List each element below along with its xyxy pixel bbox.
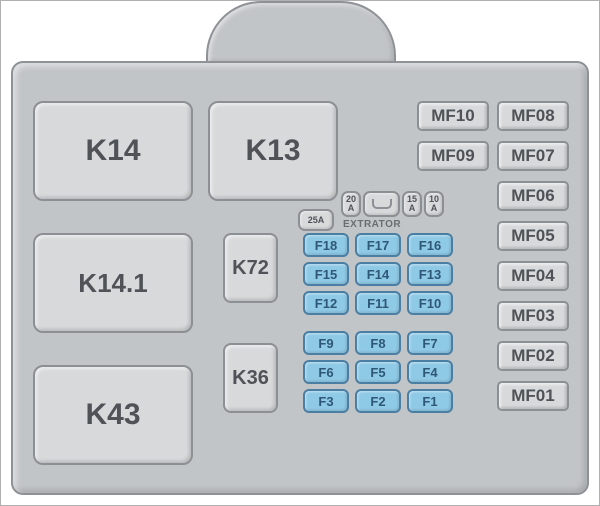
mf-slot-mf08: MF08 (497, 101, 569, 131)
mf-slot-mf01: MF01 (497, 381, 569, 411)
amp-25a: 25A (298, 209, 334, 231)
fuse-f8: F8 (355, 331, 401, 355)
relay-k14-1: K14.1 (33, 233, 193, 333)
fuse-f11: F11 (355, 291, 401, 315)
fuse-f1: F1 (407, 389, 453, 413)
relay-k14: K14 (33, 101, 193, 201)
fuse-f16: F16 (407, 233, 453, 257)
fuse-grid: F18F17F16F15F14F13F12F11F10F9F8F7F6F5F4F… (303, 233, 453, 413)
fuse-f12: F12 (303, 291, 349, 315)
mf-slot-mf10: MF10 (417, 101, 489, 131)
fuse-gap (303, 320, 453, 326)
fuse-f15: F15 (303, 262, 349, 286)
fuse-f3: F3 (303, 389, 349, 413)
fuse-f10: F10 (407, 291, 453, 315)
mf-slot-mf02: MF02 (497, 341, 569, 371)
fuse-box-canvas: K14 K13 K14.1 K43 K72 K36 MF10 MF09 MF08 MF… (0, 0, 600, 506)
extrator-slot (363, 191, 400, 217)
fuse-f14: F14 (355, 262, 401, 286)
fuse-f5: F5 (355, 360, 401, 384)
fuse-f4: F4 (407, 360, 453, 384)
fuse-f6: F6 (303, 360, 349, 384)
relay-k36: K36 (223, 343, 278, 413)
fuse-f2: F2 (355, 389, 401, 413)
mf-slot-mf05: MF05 (497, 221, 569, 251)
fuse-f18: F18 (303, 233, 349, 257)
extrator-label: EXTRATOR (343, 219, 401, 230)
mf-slot-mf07: MF07 (497, 141, 569, 171)
amp-10a: 10 A (424, 191, 444, 217)
panel-tab (206, 1, 396, 63)
relay-k43: K43 (33, 365, 193, 465)
mf-slot-mf09: MF09 (417, 141, 489, 171)
fuse-f13: F13 (407, 262, 453, 286)
mf-slot-mf04: MF04 (497, 261, 569, 291)
mf-slot-mf06: MF06 (497, 181, 569, 211)
fuse-f9: F9 (303, 331, 349, 355)
fuse-f7: F7 (407, 331, 453, 355)
mf-slot-mf03: MF03 (497, 301, 569, 331)
amp-20a: 20 A (341, 191, 361, 217)
relay-k72: K72 (223, 233, 278, 303)
relay-k13: K13 (208, 101, 338, 201)
fuse-f17: F17 (355, 233, 401, 257)
fuse-box-panel: K14 K13 K14.1 K43 K72 K36 MF10 MF09 MF08 MF… (11, 61, 589, 495)
amp-15a: 15 A (402, 191, 422, 217)
